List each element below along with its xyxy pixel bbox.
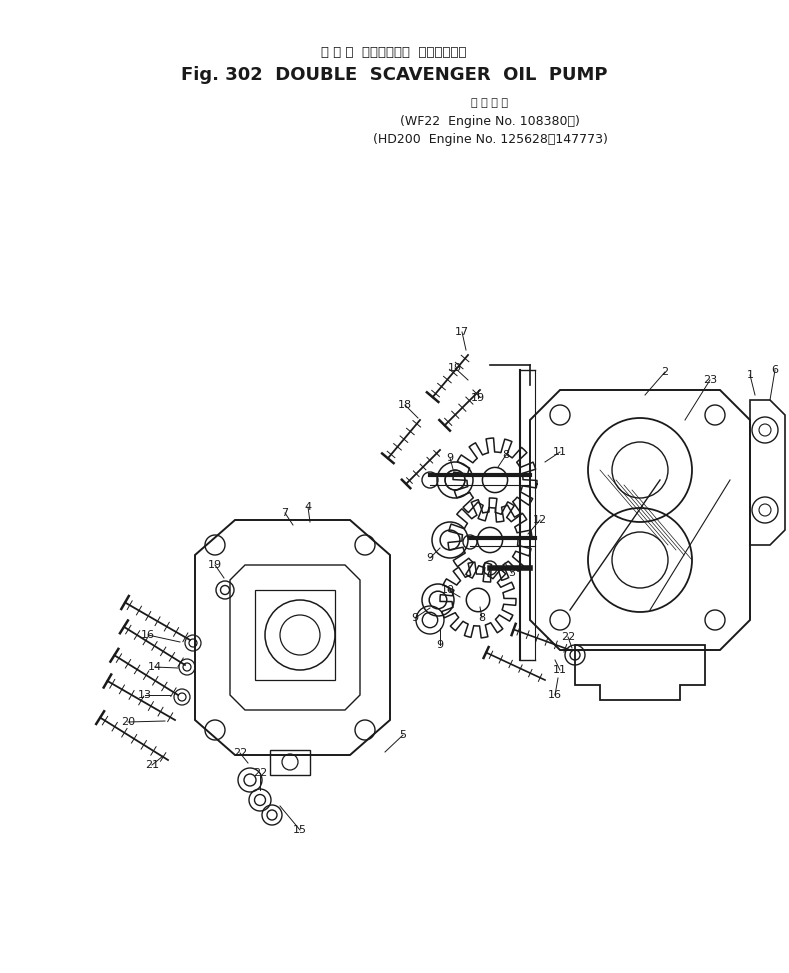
- Text: 19: 19: [471, 393, 485, 403]
- Text: 適 用 号 機: 適 用 号 機: [472, 98, 508, 108]
- Text: 22: 22: [233, 748, 247, 758]
- Text: 14: 14: [148, 662, 162, 672]
- Text: 8: 8: [478, 613, 485, 623]
- Text: 23: 23: [703, 375, 717, 385]
- Text: 6: 6: [772, 365, 779, 375]
- Text: 19: 19: [208, 560, 222, 570]
- Text: (WF22  Engine No. 108380～): (WF22 Engine No. 108380～): [400, 116, 580, 128]
- Text: 16: 16: [548, 690, 562, 700]
- Text: 15: 15: [293, 825, 307, 835]
- Text: (HD200  Engine No. 125628～147773): (HD200 Engine No. 125628～147773): [372, 133, 608, 147]
- Text: 17: 17: [455, 327, 469, 337]
- Text: 9: 9: [426, 553, 434, 563]
- Text: 22: 22: [561, 632, 575, 642]
- Text: 8: 8: [503, 450, 510, 460]
- Text: 18: 18: [398, 400, 412, 410]
- Text: 19: 19: [448, 363, 462, 373]
- Text: 22: 22: [253, 768, 267, 778]
- Text: Fig. 302  DOUBLE  SCAVENGER  OIL  PUMP: Fig. 302 DOUBLE SCAVENGER OIL PUMP: [181, 66, 608, 84]
- Text: 5: 5: [399, 730, 406, 740]
- Text: 21: 21: [145, 760, 159, 770]
- Text: 7: 7: [282, 508, 289, 518]
- Text: 10: 10: [441, 585, 455, 595]
- Text: 1: 1: [746, 370, 753, 380]
- Text: 20: 20: [121, 717, 135, 727]
- Text: 12: 12: [533, 515, 547, 525]
- Text: 9: 9: [447, 453, 454, 463]
- Text: 9: 9: [436, 640, 443, 650]
- Text: 11: 11: [553, 447, 567, 457]
- Text: 9: 9: [411, 613, 418, 623]
- Text: 13: 13: [138, 690, 152, 700]
- Text: ダ ブ ル  スカベンジャ  オイルポンプ: ダ ブ ル スカベンジャ オイルポンプ: [321, 46, 467, 58]
- Text: 4: 4: [305, 502, 312, 512]
- Text: 16: 16: [141, 630, 155, 640]
- Text: 2: 2: [661, 367, 668, 377]
- Text: 3: 3: [508, 568, 515, 578]
- Text: 11: 11: [553, 665, 567, 675]
